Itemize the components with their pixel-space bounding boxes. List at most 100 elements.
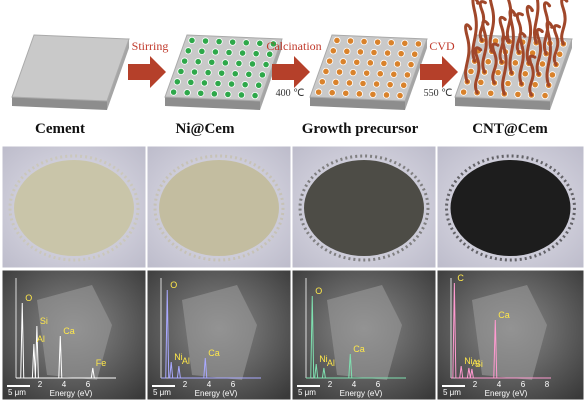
cnt (478, 0, 487, 42)
element-label: O (170, 280, 177, 290)
particle (218, 69, 226, 77)
spectrum (161, 289, 261, 379)
plate-top (11, 34, 130, 102)
particle (372, 80, 381, 88)
tick-label: 4 (352, 380, 357, 389)
particle (396, 91, 404, 100)
arrow-label: CVD (429, 39, 455, 53)
particle (401, 39, 409, 47)
spectrum (306, 295, 406, 379)
particle (343, 47, 351, 55)
axis-label: Energy (eV) (195, 389, 238, 398)
cnt (560, 0, 569, 46)
particle (200, 79, 209, 87)
particle (494, 68, 502, 77)
process-arrow (128, 56, 166, 88)
process-arrow (272, 56, 310, 88)
particle (353, 58, 361, 66)
particle (511, 59, 519, 67)
step-label: Ni@Cem (176, 121, 235, 137)
particle (177, 67, 185, 76)
particle (397, 50, 405, 58)
cnt (545, 20, 554, 87)
particle (251, 91, 259, 100)
plate-edge (405, 39, 427, 110)
arrow-label: Stirring (132, 39, 169, 53)
particle (215, 37, 223, 46)
particle (387, 39, 395, 47)
spectrum (451, 282, 551, 379)
particle (335, 68, 344, 76)
particle (238, 49, 247, 57)
powder (159, 160, 279, 256)
tick-label: 4 (62, 380, 67, 389)
particle (363, 69, 371, 77)
particle (360, 37, 368, 46)
cnt (518, 31, 527, 86)
particle (262, 60, 270, 69)
particle (229, 38, 237, 46)
cnt (474, 46, 483, 95)
cnt (535, 28, 544, 76)
element-label: Fe (96, 358, 107, 368)
tick-label: 4 (497, 380, 502, 389)
particle (197, 89, 205, 97)
particle (190, 68, 199, 76)
particle (329, 47, 337, 55)
particle-image (327, 285, 402, 380)
particle (183, 89, 191, 97)
particle (269, 40, 277, 48)
particle (370, 48, 378, 57)
particle (201, 37, 210, 45)
scale-label: 5 μm (153, 388, 171, 397)
particle (181, 57, 189, 65)
particle (242, 39, 250, 47)
particle (349, 68, 357, 77)
particle (342, 89, 350, 97)
plate-edge (260, 39, 282, 110)
particle (184, 47, 192, 55)
particle (255, 81, 263, 89)
particle (322, 67, 330, 76)
particle (514, 90, 522, 99)
particle (258, 71, 266, 79)
element-label: Ni (319, 354, 328, 364)
particle (225, 48, 233, 57)
cnt (505, 0, 513, 44)
particle (383, 49, 392, 57)
particle (214, 79, 222, 88)
element-label: Al (182, 356, 190, 366)
plate-top (309, 34, 428, 102)
particle (521, 70, 529, 78)
particle (356, 48, 365, 56)
element-label: Al (472, 358, 480, 368)
cnt (533, 0, 540, 45)
particle (366, 59, 374, 67)
particle (315, 88, 323, 96)
particle (355, 90, 363, 98)
cnt (525, 5, 534, 65)
cnt (552, 24, 562, 67)
particle (326, 57, 334, 65)
spectrum (16, 302, 116, 379)
step-label: CNT@Cem (472, 121, 548, 137)
temperature: 550 ℃ (424, 88, 453, 99)
element-label: Ni (464, 356, 473, 366)
particle (467, 67, 475, 76)
particle (400, 81, 408, 89)
particle (332, 78, 340, 86)
tick-label: 6 (376, 380, 381, 389)
particle (328, 89, 336, 97)
particle (248, 60, 257, 68)
tick-label: 6 (86, 380, 91, 389)
cnt (464, 23, 473, 84)
particle (369, 90, 377, 99)
powder (304, 160, 424, 256)
particle (210, 90, 218, 98)
element-label: Al (37, 334, 45, 344)
tick-label: 2 (38, 380, 43, 389)
particle (194, 58, 202, 66)
axis-label: Energy (eV) (340, 389, 383, 398)
tick-label: 8 (545, 380, 550, 389)
